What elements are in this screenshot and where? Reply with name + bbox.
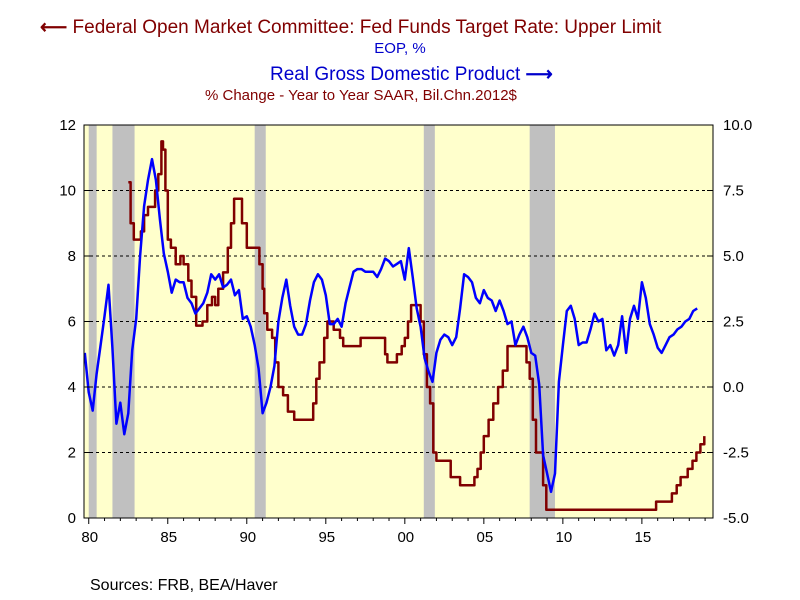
y-right-tick-label: 5.0 — [723, 248, 744, 265]
y-axis-right: -5.0 -2.5 0.0 2.5 5.0 7.5 10.0 — [707, 117, 752, 527]
y-right-tick-label: -5.0 — [723, 510, 749, 527]
source-note: Sources: FRB, BEA/Haver — [90, 577, 278, 594]
y-right-tick-label: 2.5 — [723, 314, 744, 331]
legend-gdp-units: % Change - Year to Year SAAR, Bil.Chn.20… — [205, 87, 517, 104]
legend-gdp-label: Real Gross Domestic Product — [270, 64, 521, 85]
y-left-tick-label: 0 — [68, 510, 76, 527]
y-left-tick-label: 6 — [68, 314, 76, 331]
x-tick-label: 00 — [397, 529, 414, 546]
x-tick-label: 10 — [556, 529, 573, 546]
y-left-tick-label: 8 — [68, 248, 76, 265]
legend-fed-funds-label: Federal Open Market Committee: Fed Funds… — [72, 17, 662, 38]
x-tick-label: 95 — [318, 529, 335, 546]
x-tick-label: 85 — [160, 529, 177, 546]
legend-fed-funds-units: EOP, % — [374, 40, 426, 57]
series-lines — [83, 140, 706, 512]
recession-band — [423, 125, 435, 518]
left-arrow-icon: ⟵ — [40, 17, 68, 38]
y-right-tick-label: 0.0 — [723, 379, 744, 396]
x-tick-label: 05 — [476, 529, 493, 546]
y-left-tick-label: 4 — [68, 379, 76, 396]
y-left-tick-label: 2 — [68, 445, 76, 462]
x-tick-label: 15 — [635, 529, 652, 546]
legend-fed-funds: ⟵ Federal Open Market Committee: Fed Fun… — [40, 16, 661, 39]
y-left-tick-label: 12 — [59, 117, 76, 134]
x-axis: 80 85 90 95 00 05 10 15 — [81, 518, 706, 546]
y-right-tick-label: -2.5 — [723, 445, 749, 462]
right-arrow-icon: ⟶ — [525, 64, 553, 85]
x-tick-label: 80 — [81, 529, 98, 546]
legend-gdp: Real Gross Domestic Product ⟶ — [270, 63, 553, 86]
gridlines — [84, 190, 713, 453]
y-right-tick-label: 7.5 — [723, 183, 744, 200]
series-line-gdp — [83, 157, 698, 494]
y-right-tick-label: 10.0 — [723, 117, 752, 134]
y-left-tick-label: 10 — [59, 183, 76, 200]
y-axis-left: 0 2 4 6 8 10 12 — [59, 117, 90, 527]
series-line-fed-funds — [128, 140, 706, 512]
x-tick-label: 90 — [239, 529, 256, 546]
